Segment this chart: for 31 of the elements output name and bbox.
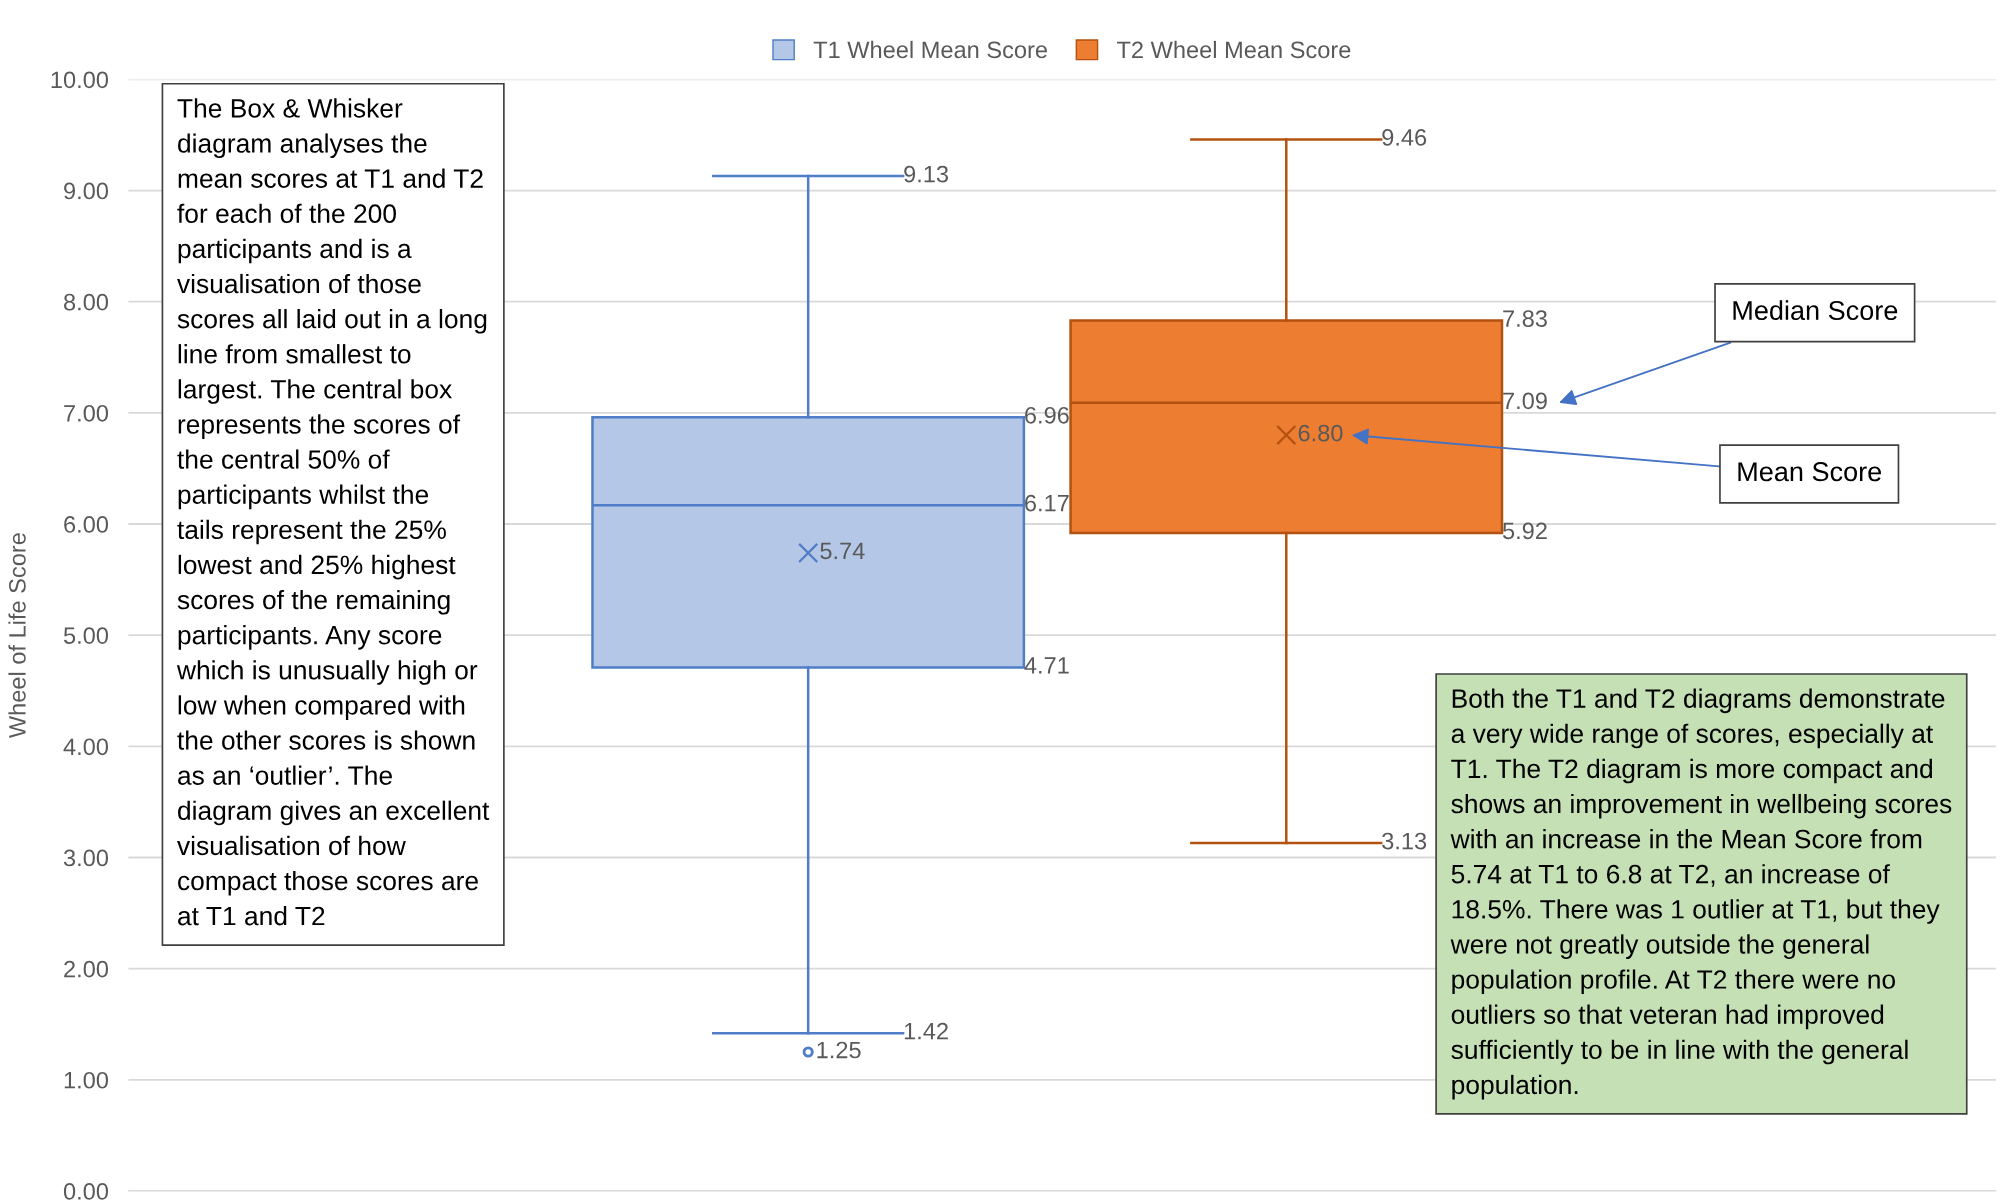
- annotation: 9.13: [904, 165, 949, 183]
- y-axis-title: Wheel of Life Score: [8, 533, 26, 739]
- annotation: 7.83: [1503, 310, 1547, 327]
- y-tick-label: 8.00: [64, 293, 109, 311]
- annotation: 4.71: [1024, 657, 1069, 674]
- annotation: 3.13: [1382, 832, 1427, 850]
- annotation: 1.25: [817, 1041, 861, 1059]
- legend-label: T2 Wheel Mean Score: [1117, 40, 1351, 59]
- y-tick-label: 6.00: [64, 516, 109, 533]
- legend-label: T1 Wheel Mean Score: [813, 40, 1047, 59]
- y-tick-label: 9.00: [64, 182, 109, 200]
- annotation: Median Score: [1733, 300, 1898, 321]
- annotation: 5.74: [820, 542, 865, 560]
- y-tick-label: 5.00: [63, 627, 109, 644]
- annotation: 6.96: [1025, 406, 1069, 424]
- annotation: 1.42: [904, 1022, 948, 1040]
- annotation: 9.46: [1382, 129, 1427, 146]
- annotation: 6.17: [1025, 494, 1069, 512]
- text: The Box & Whisker diagram analyses the mean scores at T1 and T2 for each of the 200 participants and is a visualisation of those scores all laid out in a long line from smallest to largest. The central box represents the scores of the central 50% of participants whilst the tails represent the 25% lowest and 25% highest scores of the remaining participants. Any score which is unusually high or low when compared with the other scores is shown as an ‘outlier’. The diagram gives an excellent visualisation of how compact those scores are at T1 and T2: [176, 98, 490, 926]
- y-tick-label: 4.00: [63, 738, 109, 756]
- annotation: Mean Score: [1738, 462, 1882, 482]
- annotation: 7.09: [1503, 392, 1547, 410]
- text: Both the T1 and T2 diagrams demonstrate a very wide range of scores, especially at T1. The T2 diagram is more compact and shows an improvement in wellbeing scores with an increase in the Mean Score from 5.74 at T1 to 6.8 at T2, an increase of 18.5%. There was 1 outlier at T1, but they were not greatly outside the general population profile. At T2 there were no outliers so that veteran had improved sufficiently to be in line with the general population.: [1450, 688, 1952, 1100]
- y-tick-label: 0.00: [63, 1183, 109, 1200]
- y-tick-label: 7.00: [64, 404, 109, 422]
- annotation: 5.92: [1502, 522, 1547, 540]
- y-tick-label: 2.00: [64, 960, 109, 978]
- y-tick-label: 10.00: [51, 71, 109, 89]
- annotation: 6.80: [1298, 424, 1343, 442]
- y-tick-label: 1.00: [64, 1071, 109, 1089]
- y-tick-label: 3.00: [63, 849, 109, 867]
